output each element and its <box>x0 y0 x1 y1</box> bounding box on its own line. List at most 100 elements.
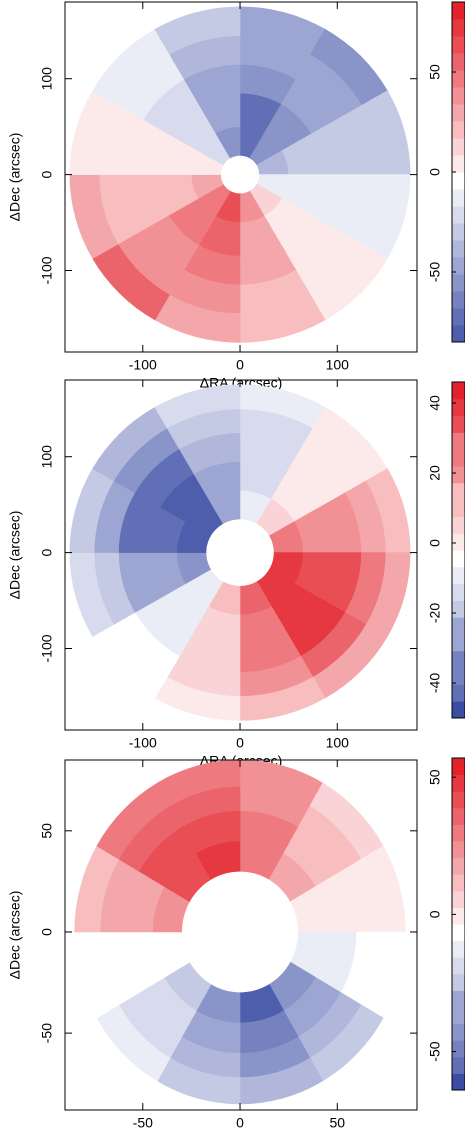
map <box>74 759 406 1105</box>
colorbar-step <box>452 382 465 400</box>
colorbar-tick-label: -40 <box>427 673 443 693</box>
colorbar-step <box>452 415 465 433</box>
colorbar-tick-label: 0 <box>427 168 443 176</box>
map-cell <box>156 759 241 807</box>
colorbar-step <box>452 1007 465 1025</box>
x-tick-label: 100 <box>326 735 350 751</box>
colorbar-step <box>452 1040 465 1058</box>
colorbar-step <box>452 449 465 467</box>
plot-frame <box>64 759 418 1111</box>
colorbar-step <box>452 1073 465 1091</box>
plot-frame <box>64 1 418 353</box>
colorbar-step <box>452 104 465 122</box>
colorbar-step <box>452 206 465 224</box>
colorbar-step <box>452 2 465 20</box>
colorbar-step <box>452 758 465 776</box>
x-tick-label: 0 <box>236 357 244 373</box>
colorbar-step <box>452 907 465 925</box>
colorbar-step <box>452 53 465 71</box>
colorbar-step <box>452 499 465 517</box>
colorbar-step <box>452 973 465 991</box>
colorbar-step <box>452 482 465 501</box>
x-tick-label: 0 <box>236 735 244 751</box>
colorbar-step <box>452 240 465 258</box>
x-tick-label: 0 <box>236 1115 244 1131</box>
colorbar-step <box>452 841 465 859</box>
colorbar-step <box>452 667 465 685</box>
x-tick-label: -100 <box>129 357 157 373</box>
y-tick-label: -100 <box>39 634 55 662</box>
y-tick-label: 100 <box>39 445 55 469</box>
y-axis-label: ΔDec (arcsec) <box>7 133 23 222</box>
colorbar-step <box>452 650 465 669</box>
y-axis-label: ΔDec (arcsec) <box>7 891 23 980</box>
map-cell <box>154 6 241 55</box>
colorbar-step <box>452 583 465 601</box>
y-tick-label: 0 <box>39 928 55 936</box>
colorbar-step <box>452 36 465 54</box>
map <box>69 384 411 721</box>
colorbar-step <box>452 550 465 568</box>
colorbar-tick-label: 40 <box>427 395 443 411</box>
colorbar-step <box>452 172 465 190</box>
colorbar-step <box>452 155 465 173</box>
colorbar-step <box>452 466 465 484</box>
colorbar-frame <box>451 757 465 1091</box>
colorbar-step <box>452 223 465 241</box>
colorbar-step <box>452 634 465 652</box>
colorbar-step <box>452 600 465 618</box>
y-tick-label: 0 <box>39 171 55 179</box>
colorbar-step <box>452 1023 465 1041</box>
colorbar-step <box>452 516 465 534</box>
colorbar-tick-label: -20 <box>427 603 443 623</box>
colorbar-step <box>452 257 465 275</box>
colorbar-step <box>452 432 465 450</box>
colorbar-step <box>452 325 465 343</box>
x-tick-label: -100 <box>129 735 157 751</box>
colorbar-frame <box>451 381 465 719</box>
colorbar-step <box>452 824 465 842</box>
colorbar-step <box>452 807 465 825</box>
y-tick-label: 100 <box>39 67 55 91</box>
x-tick-label: 100 <box>326 357 350 373</box>
colorbar-step <box>452 19 465 37</box>
x-tick-label: 50 <box>329 1115 345 1131</box>
colorbar-step <box>452 890 465 908</box>
colorbar-tick-label: 0 <box>427 910 443 918</box>
y-tick-label: 0 <box>39 549 55 557</box>
colorbar-step <box>452 533 465 551</box>
colorbar-step <box>452 398 465 417</box>
colorbar-step <box>452 617 465 635</box>
colorbar-step <box>452 874 465 892</box>
y-tick-label: 50 <box>39 823 55 839</box>
map-cell <box>154 384 241 429</box>
colorbar-tick-label: 50 <box>427 769 443 785</box>
colorbar-step <box>452 121 465 139</box>
colorbar-step <box>452 924 465 942</box>
colorbar-step <box>452 684 465 702</box>
colorbar-tick-label: -50 <box>427 262 443 282</box>
colorbar-step <box>452 940 465 958</box>
colorbar-step <box>452 791 465 809</box>
y-tick-label: -50 <box>39 1023 55 1043</box>
colorbar-step <box>452 274 465 292</box>
map <box>69 6 411 343</box>
x-tick-label: -50 <box>133 1115 153 1131</box>
colorbar-step <box>452 990 465 1008</box>
colorbar-step <box>452 189 465 207</box>
colorbar-tick-label: 0 <box>427 539 443 547</box>
y-tick-label: -100 <box>39 256 55 284</box>
colorbar-step <box>452 957 465 975</box>
plot-frame <box>64 379 418 731</box>
colorbar-step <box>452 291 465 309</box>
colorbar-tick-label: 20 <box>427 465 443 481</box>
colorbar-step <box>452 774 465 792</box>
colorbar-step <box>452 70 465 88</box>
colorbar-tick-label: -50 <box>427 1041 443 1061</box>
colorbar-step <box>452 1056 465 1074</box>
colorbar-step <box>452 566 465 585</box>
y-axis-label: ΔDec (arcsec) <box>7 511 23 600</box>
colorbar-step <box>452 701 465 719</box>
colorbar-step <box>452 138 465 156</box>
